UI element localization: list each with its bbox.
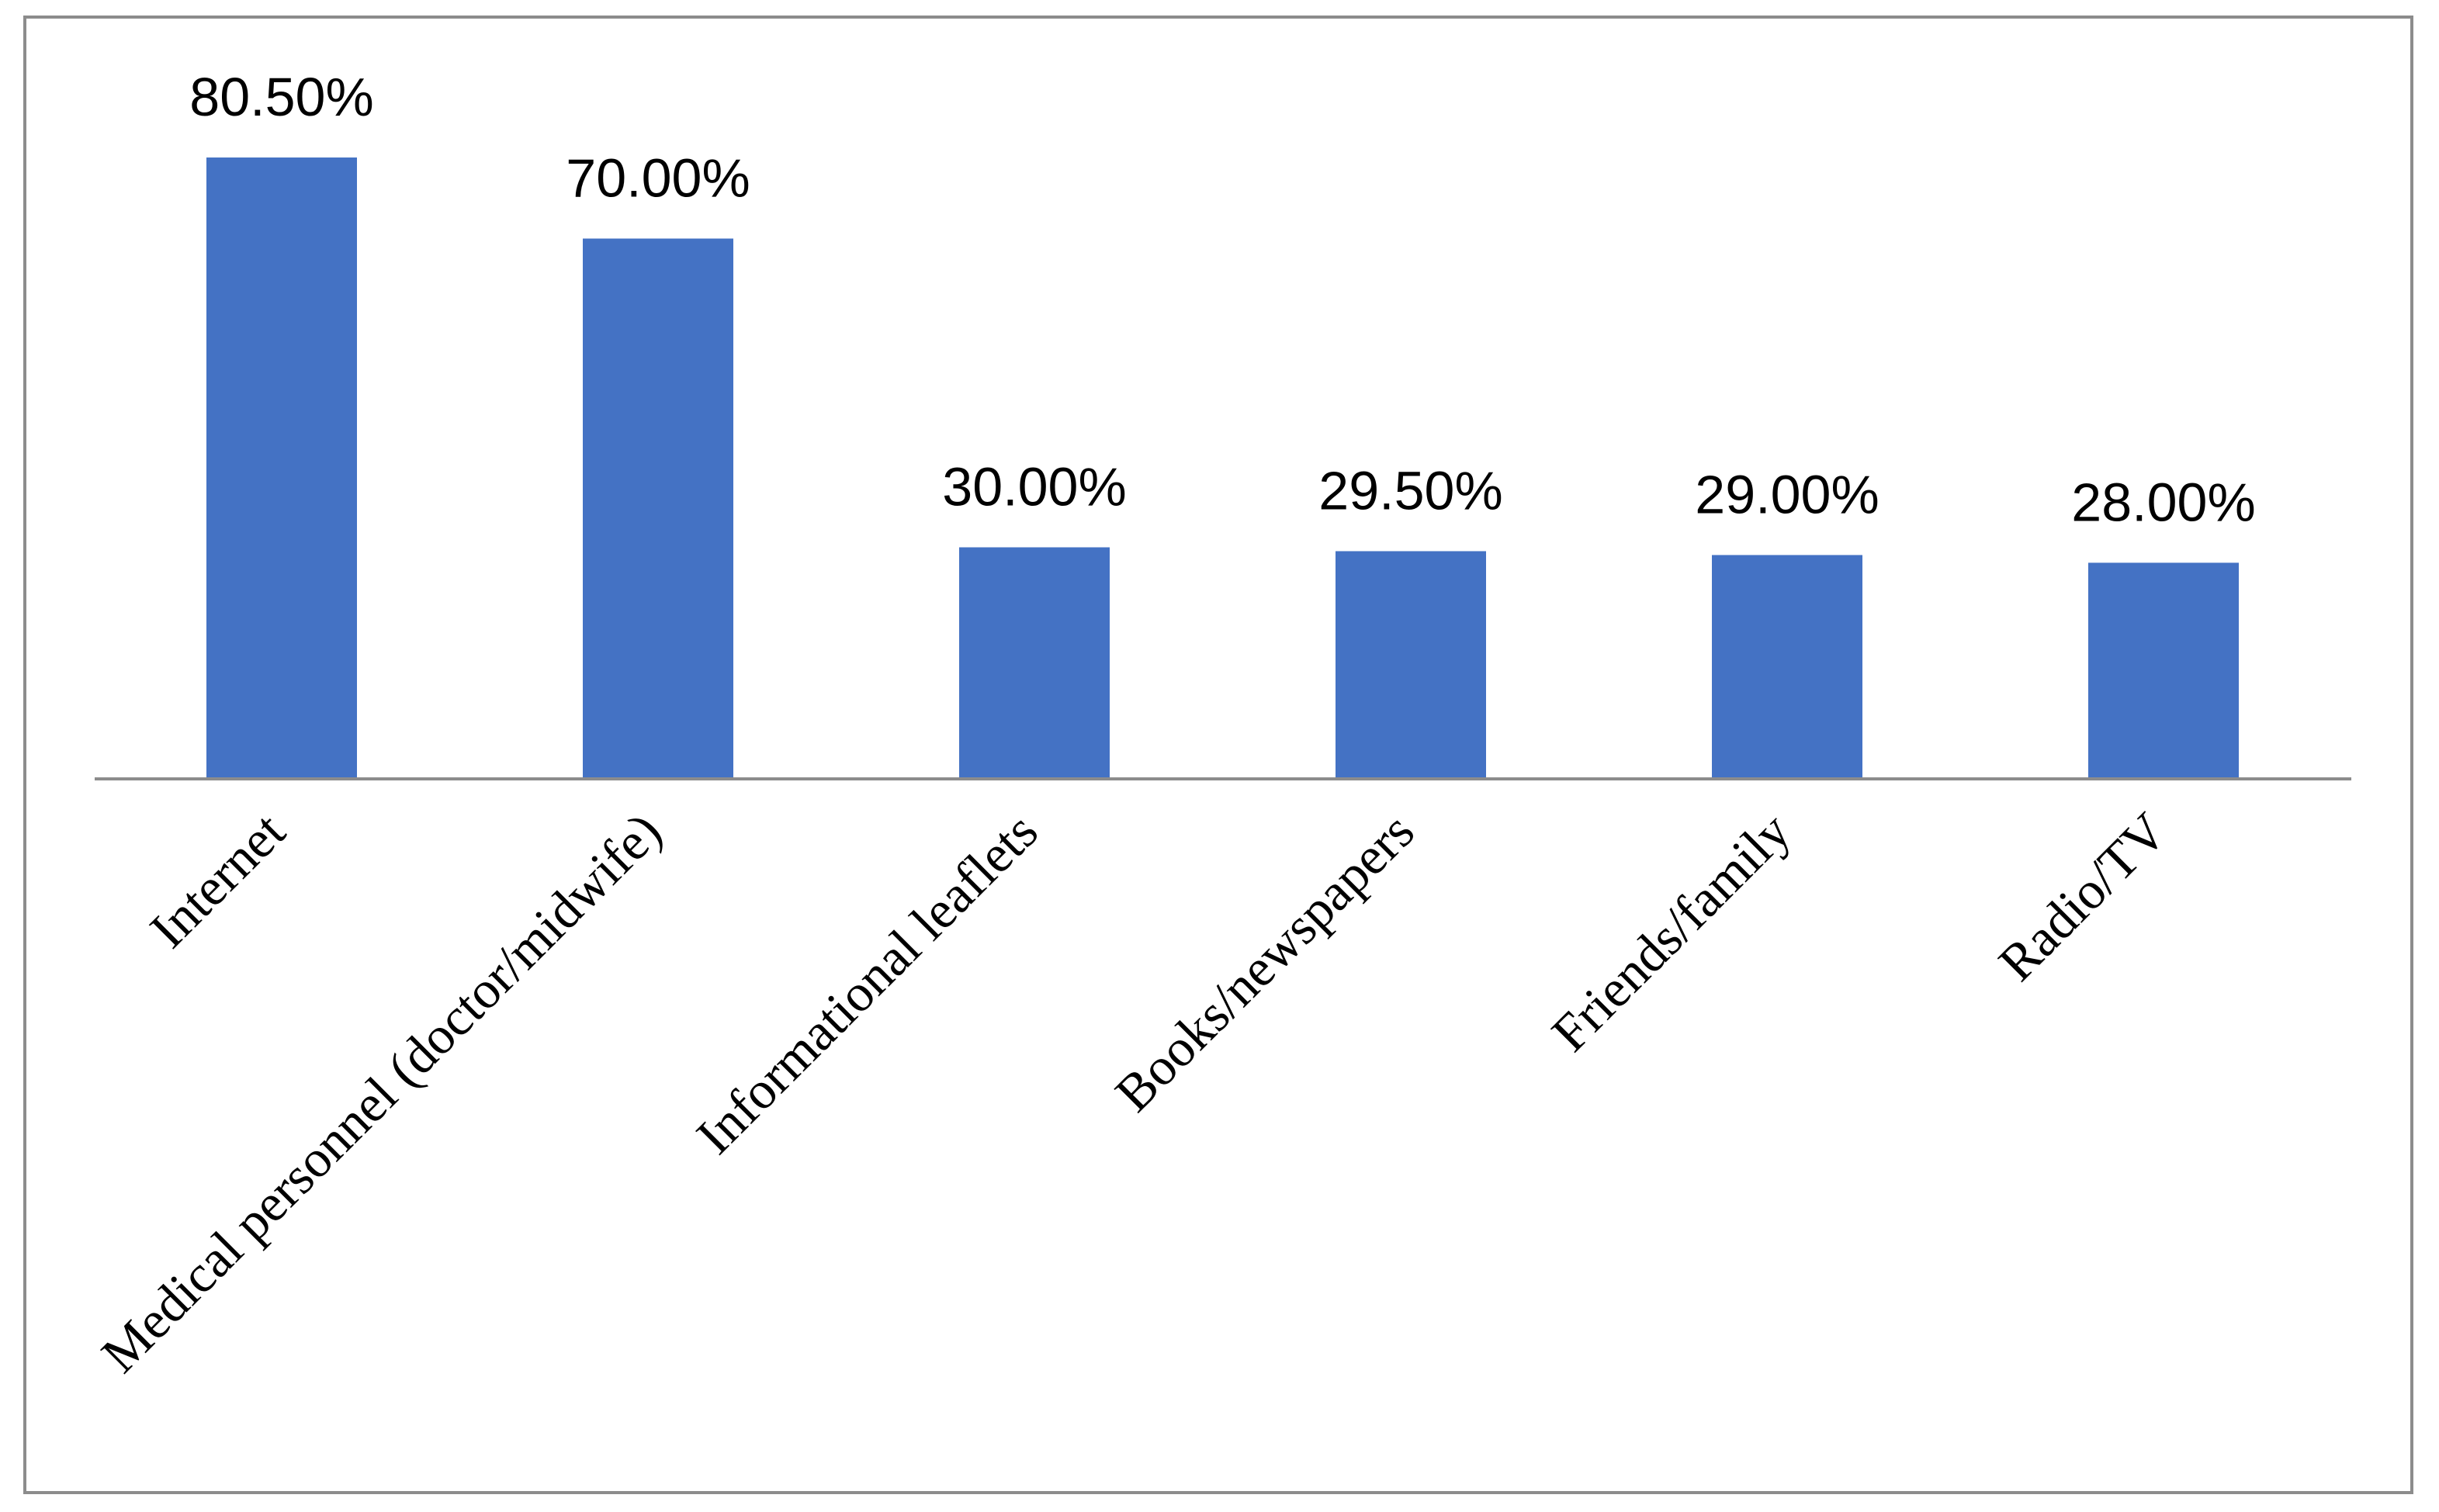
bar-value-label: 28.00%: [2071, 472, 2255, 532]
value-labels-group: 80.50% 70.00% 30.00% 29.50% 29.00% 28.00%: [189, 67, 2255, 532]
category-tick-label: Books/newspapers: [1103, 801, 1425, 1123]
category-tick-label: Radio/TV: [1987, 801, 2178, 992]
category-tick-label: Informational leaflets: [685, 801, 1049, 1165]
bar: [2088, 562, 2239, 779]
bar: [959, 547, 1110, 779]
bar: [1336, 551, 1486, 779]
category-tick-label: Friends/family: [1540, 801, 1802, 1063]
bars-group: [206, 157, 2239, 779]
bar-value-label: 30.00%: [942, 457, 1126, 517]
chart-frame: [23, 16, 2413, 1494]
bar-value-label: 80.50%: [189, 67, 373, 127]
bar: [1712, 555, 1862, 779]
bar: [583, 238, 733, 779]
bar: [206, 157, 357, 779]
category-tick-label: Internet: [138, 801, 296, 959]
bar-value-label: 70.00%: [566, 148, 750, 209]
bar-value-label: 29.50%: [1318, 460, 1502, 521]
bar-value-label: 29.00%: [1695, 464, 1879, 524]
